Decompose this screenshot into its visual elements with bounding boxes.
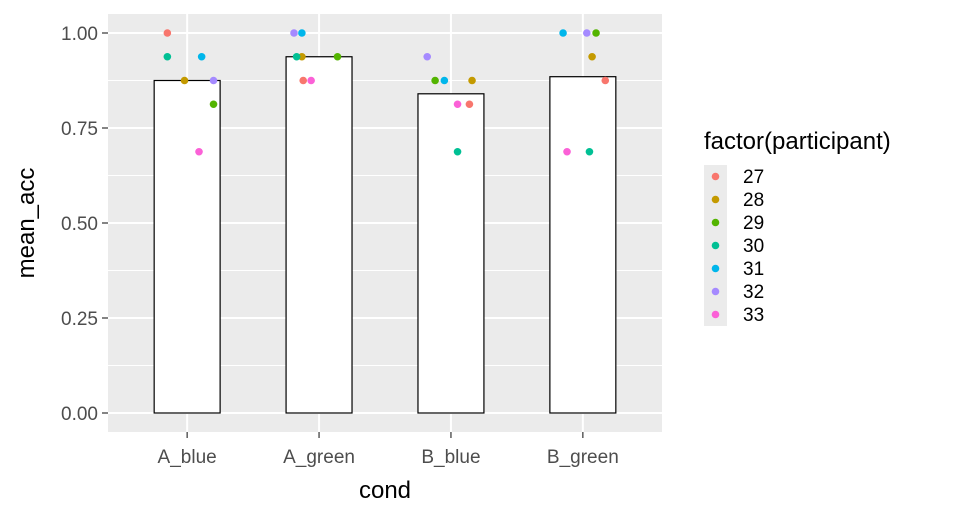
legend-label-27: 27 [743,167,764,188]
x-tick-label: A_green [283,447,355,468]
point-A_green-30 [292,52,301,61]
y-tick-label: 1.00 [61,24,98,45]
bar-A_green [285,56,353,414]
legend-dot-33 [711,310,720,319]
point-B_blue-27 [465,100,474,109]
legend-dot-28 [711,195,720,204]
legend-dot-32 [711,287,720,296]
point-A_blue-33 [195,147,203,156]
legend-title: factor(participant) [704,128,891,155]
point-B_blue-29 [431,76,439,85]
point-A_blue-32 [209,76,218,85]
point-A_green-27 [299,76,308,85]
y-tick-label: 0.00 [61,404,98,425]
legend-label-28: 28 [743,190,764,211]
point-B_green-32 [583,29,591,37]
point-B_green-27 [601,76,610,85]
legend-label-29: 29 [743,213,764,234]
point-A_green-33 [307,76,315,85]
legend-label-32: 32 [743,282,764,303]
point-B_green-30 [585,147,594,156]
point-B_blue-30 [453,147,462,156]
legend-label-33: 33 [743,305,764,326]
bar-B_blue [417,93,485,414]
point-B_green-33 [563,147,571,156]
bar-A_blue [153,79,221,414]
bars [153,56,617,414]
point-B_blue-32 [423,52,432,61]
point-B_green-29 [592,29,600,37]
y-tick-label: 0.50 [61,214,98,235]
point-A_green-28 [298,52,306,61]
point-A_green-29 [333,52,342,61]
point-B_green-31 [559,29,567,37]
point-A_blue-28 [180,76,189,85]
point-B_blue-33 [453,100,462,109]
point-A_green-31 [298,29,306,37]
x-tick-label: A_blue [158,447,217,468]
bar-B_green [549,76,617,414]
legend-label-31: 31 [743,259,764,280]
x-axis-title: cond [359,477,411,504]
legend-dot-29 [711,218,720,227]
y-axis-title: mean_acc [13,168,40,279]
x-tick-label: B_green [547,447,619,468]
point-A_blue-27 [163,29,172,37]
legend-dot-31 [711,264,720,273]
point-A_green-32 [290,29,298,37]
x-tick-label: B_blue [421,447,480,468]
point-B_blue-28 [468,76,476,85]
points [163,29,610,156]
x-axis-ticks: A_blue A_green B_blue B_green [158,432,619,468]
legend-dot-27 [711,172,720,181]
y-axis-ticks: 0.00 0.25 0.50 0.75 1.00 [61,24,108,425]
legend-label-30: 30 [743,236,764,257]
point-B_blue-31 [440,76,449,85]
point-A_blue-31 [197,52,206,61]
point-B_green-28 [588,52,596,61]
legend-dot-30 [711,241,720,250]
point-A_blue-30 [163,52,172,61]
point-A_blue-29 [209,100,218,109]
y-tick-label: 0.25 [61,309,98,330]
y-tick-label: 0.75 [61,119,98,140]
